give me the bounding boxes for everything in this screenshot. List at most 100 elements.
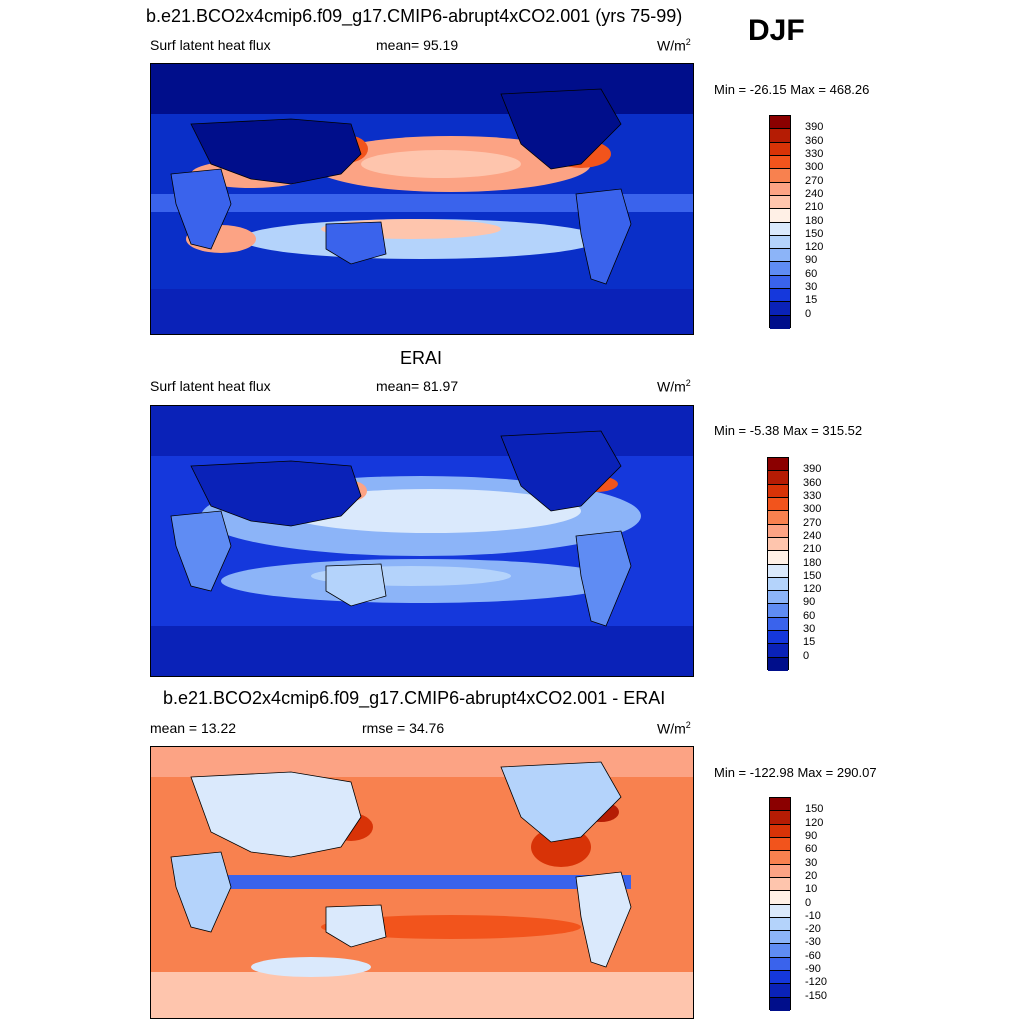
season-label: DJF (748, 14, 805, 47)
colorbar-tick-label: 210 (803, 543, 822, 556)
colorbar-tick-label: 30 (805, 281, 818, 294)
panel-3-map (150, 746, 694, 1019)
panel-3-title: b.e21.BCO2x4cmip6.f09_g17.CMIP6-abrupt4x… (163, 688, 666, 708)
colorbar-swatch (770, 798, 790, 812)
colorbar-tick-label: 60 (803, 609, 816, 622)
colorbar-swatch (768, 577, 788, 592)
colorbar-tick-label: 240 (805, 187, 824, 200)
colorbar-swatch (768, 604, 788, 618)
colorbar-tick-label: 30 (803, 623, 816, 636)
colorbar-tick-label: 15 (803, 636, 816, 649)
panel-1-minmax: Min = -26.15 Max = 468.26 (714, 82, 870, 97)
colorbar-swatch (768, 458, 788, 472)
colorbar-tick-label: 120 (805, 816, 824, 829)
colorbar-swatch (768, 511, 788, 525)
colorbar-swatch (770, 904, 790, 918)
colorbar-tick-label: 60 (805, 843, 818, 856)
colorbar-swatch (770, 984, 790, 998)
colorbar-swatch (770, 891, 790, 905)
colorbar-swatch (768, 564, 788, 578)
colorbar-tick-label: 150 (805, 227, 824, 240)
colorbar-tick-label: -30 (805, 936, 821, 949)
colorbar-swatch (768, 591, 788, 605)
colorbar-tick-label: 150 (803, 569, 822, 582)
colorbar-swatch (768, 471, 788, 485)
colorbar-swatch (770, 931, 790, 945)
colorbar-swatch (770, 169, 790, 183)
colorbar-tick-label: 210 (805, 201, 824, 214)
panel-2-units: W/m2 (657, 378, 691, 395)
colorbar-swatch (768, 524, 788, 538)
colorbar-swatch (770, 155, 790, 170)
colorbar-swatch (770, 116, 790, 130)
colorbar-swatch (770, 302, 790, 316)
panel-3-mean-label: mean = 13.22 (150, 720, 237, 736)
colorbar-swatch (768, 551, 788, 565)
colorbar-tick-label: 90 (805, 254, 818, 267)
colorbar-swatch (770, 129, 790, 143)
colorbar-swatch (768, 644, 788, 658)
colorbar-swatch (770, 877, 790, 892)
colorbar-swatch (770, 142, 790, 156)
panel-2-mean-label: mean= 81.97 (376, 378, 459, 394)
panel-2-title: ERAI (400, 348, 443, 368)
colorbar-tick-label: 330 (803, 489, 822, 502)
colorbar-swatch (770, 289, 790, 303)
panel-3-rmse-label: rmse = 34.76 (362, 720, 445, 736)
panel-2-map (150, 405, 694, 677)
colorbar-tick-label: 150 (805, 803, 824, 816)
colorbar-swatch (770, 864, 790, 878)
colorbar-swatch (770, 837, 790, 852)
colorbar-swatch (768, 657, 788, 671)
colorbar-tick-label: -150 (805, 989, 828, 1002)
colorbar-tick-label: 270 (803, 516, 822, 529)
colorbar-swatch (768, 617, 788, 632)
colorbar-tick-label: 20 (805, 869, 818, 882)
panel-3-colorbar-swatches (769, 797, 791, 1011)
panel-1-title: b.e21.BCO2x4cmip6.f09_g17.CMIP6-abrupt4x… (146, 6, 683, 26)
panel-1-mean-label: mean= 95.19 (376, 37, 459, 53)
colorbar-tick-label: 360 (803, 476, 822, 489)
colorbar-tick-label: 390 (803, 463, 822, 476)
colorbar-tick-label: -120 (805, 976, 828, 989)
colorbar-swatch (770, 917, 790, 932)
colorbar-swatch (770, 315, 790, 329)
panel-3-minmax: Min = -122.98 Max = 290.07 (714, 765, 877, 780)
colorbar-tick-label: 330 (805, 147, 824, 160)
colorbar-swatch (770, 222, 790, 236)
colorbar-swatch (770, 262, 790, 276)
colorbar-swatch (768, 537, 788, 552)
colorbar-swatch (770, 209, 790, 223)
colorbar-tick-label: 30 (805, 856, 818, 869)
colorbar-swatch (770, 182, 790, 196)
colorbar-tick-label: 120 (803, 583, 822, 596)
colorbar-tick-label: 360 (805, 134, 824, 147)
colorbar-tick-label: 90 (805, 829, 818, 842)
colorbar-swatch (770, 811, 790, 825)
colorbar-swatch (770, 275, 790, 290)
colorbar-swatch (770, 824, 790, 838)
colorbar-swatch (770, 235, 790, 250)
colorbar-swatch (770, 249, 790, 263)
panel-1-map (150, 63, 694, 335)
colorbar-tick-label: 180 (803, 556, 822, 569)
panel-2-colorbar-swatches (767, 457, 789, 671)
colorbar-swatch (768, 497, 788, 512)
colorbar-tick-label: -90 (805, 963, 821, 976)
panel-3-units: W/m2 (657, 720, 691, 737)
colorbar-swatch (770, 957, 790, 972)
colorbar-tick-label: 300 (805, 161, 824, 174)
colorbar-tick-label: 0 (805, 307, 812, 320)
panel-2-variable-label: Surf latent heat flux (150, 378, 271, 394)
colorbar-swatch (770, 944, 790, 958)
colorbar-swatch (768, 631, 788, 645)
colorbar-tick-label: 10 (805, 883, 818, 896)
colorbar-tick-label: -10 (805, 909, 821, 922)
panel-1-units: W/m2 (657, 37, 691, 54)
colorbar-swatch (770, 997, 790, 1011)
colorbar-swatch (770, 851, 790, 865)
panel-2-minmax: Min = -5.38 Max = 315.52 (714, 423, 863, 438)
colorbar-tick-label: 15 (805, 294, 818, 307)
colorbar-tick-label: 240 (803, 529, 822, 542)
colorbar-swatch (768, 484, 788, 498)
